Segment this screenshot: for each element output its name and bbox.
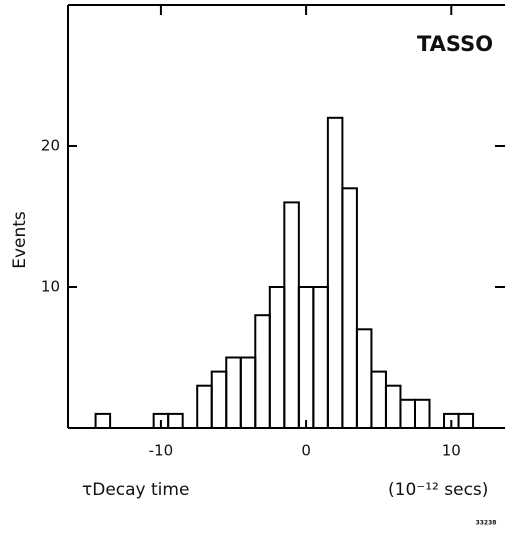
bar <box>384 384 402 430</box>
bar <box>210 370 228 430</box>
x-axis-unit: (10⁻¹² secs) <box>388 480 488 500</box>
bar <box>312 286 329 429</box>
bar <box>457 412 475 429</box>
figure-number: 33238 <box>476 520 497 527</box>
bar <box>239 356 257 429</box>
bar <box>399 398 416 429</box>
y-tick-label: 20 <box>41 137 60 155</box>
x-tick-label: -10 <box>149 442 174 460</box>
bar <box>297 286 315 429</box>
bar <box>341 187 358 429</box>
bar <box>225 356 242 429</box>
x-axis-label: τDecay time <box>82 480 189 500</box>
bar <box>94 412 112 429</box>
bar <box>167 412 184 429</box>
bar <box>413 398 431 429</box>
bar <box>326 116 344 430</box>
annotation: TASSO <box>417 32 493 56</box>
x-tick-label: 10 <box>442 442 461 460</box>
y-axis-label: Events <box>10 211 30 269</box>
bar <box>283 201 300 429</box>
bar <box>268 286 286 429</box>
bar <box>355 328 373 429</box>
y-tick-label: 10 <box>41 278 60 296</box>
bar <box>196 384 213 430</box>
bar <box>370 370 387 430</box>
x-tick-label: 0 <box>301 442 311 460</box>
bar <box>254 314 271 430</box>
